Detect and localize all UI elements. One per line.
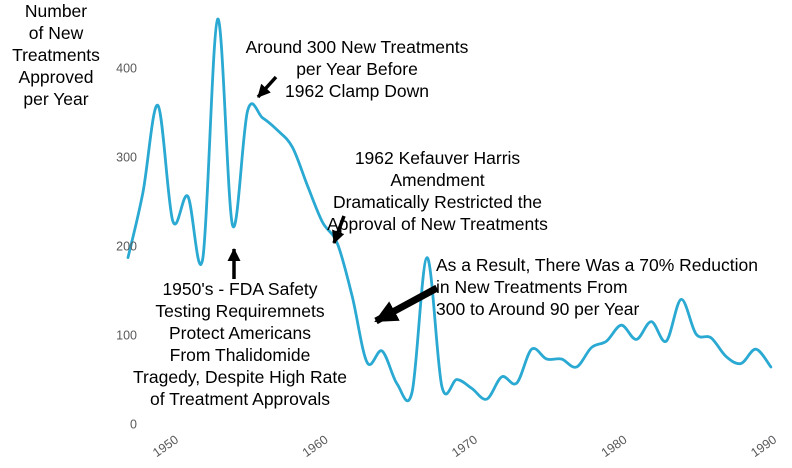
x-axis-tick-labels: 1950 1960 1970 1980 1990 bbox=[150, 432, 779, 459]
y-tick-label: 300 bbox=[116, 151, 137, 165]
annotation-arrows bbox=[227, 75, 439, 325]
y-axis-tick-labels: 0 100 200 300 400 bbox=[116, 62, 137, 432]
x-tick-label: 1990 bbox=[748, 432, 779, 459]
y-tick-label: 0 bbox=[130, 418, 137, 432]
x-tick-label: 1960 bbox=[300, 432, 331, 459]
x-tick-label: 1970 bbox=[449, 432, 480, 459]
annotation-70-percent-reduction: As a Result, There Was a 70% Reduction i… bbox=[436, 255, 758, 319]
annotation-kefauver-harris: 1962 Kefauver Harris Amendment Dramatica… bbox=[327, 148, 548, 234]
annotation-fda-safety: 1950's - FDA Safety Testing Requiremnets… bbox=[133, 279, 347, 409]
y-tick-label: 400 bbox=[116, 62, 137, 76]
treatments-line-series bbox=[126, 17, 773, 402]
arrow-70-percent bbox=[374, 284, 439, 325]
y-tick-label: 100 bbox=[116, 329, 137, 343]
arrow-to-300-plateau bbox=[256, 75, 278, 99]
x-tick-label: 1950 bbox=[150, 432, 181, 459]
annotation-around-300: Around 300 New Treatments per Year Befor… bbox=[245, 37, 469, 101]
y-axis-title: Number of New Treatments Approved per Ye… bbox=[12, 1, 100, 109]
x-tick-label: 1980 bbox=[599, 432, 630, 459]
arrow-to-1962-drop bbox=[332, 215, 346, 244]
y-tick-label: 200 bbox=[116, 240, 137, 254]
